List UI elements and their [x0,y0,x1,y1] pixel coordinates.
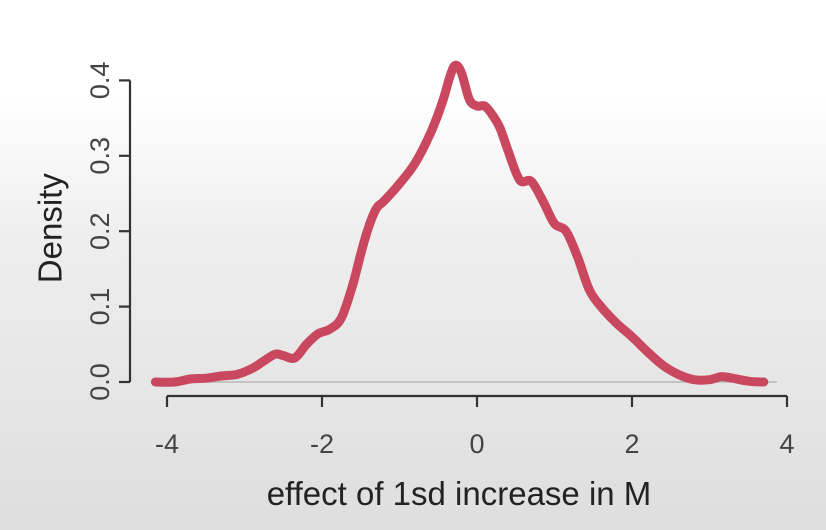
y-tick-label: 0.3 [85,137,115,175]
x-tick-label: 2 [624,429,639,459]
x-axis-label: effect of 1sd increase in M [267,475,652,512]
x-tick-label: -4 [155,429,179,459]
x-tick-label: 0 [469,429,484,459]
y-tick-label: 0.1 [85,288,115,326]
y-tick-label: 0.2 [85,212,115,250]
y-axis: 0.0 0.1 0.2 0.3 0.4 [85,62,132,401]
x-tick-label: 4 [779,429,794,459]
y-tick-label: 0.0 [85,363,115,401]
density-curve [150,60,769,387]
x-axis: -4 -2 0 2 4 [155,394,795,459]
y-axis-label: Density [32,173,69,284]
y-tick-label: 0.4 [85,62,115,100]
x-tick-label: -2 [310,429,334,459]
